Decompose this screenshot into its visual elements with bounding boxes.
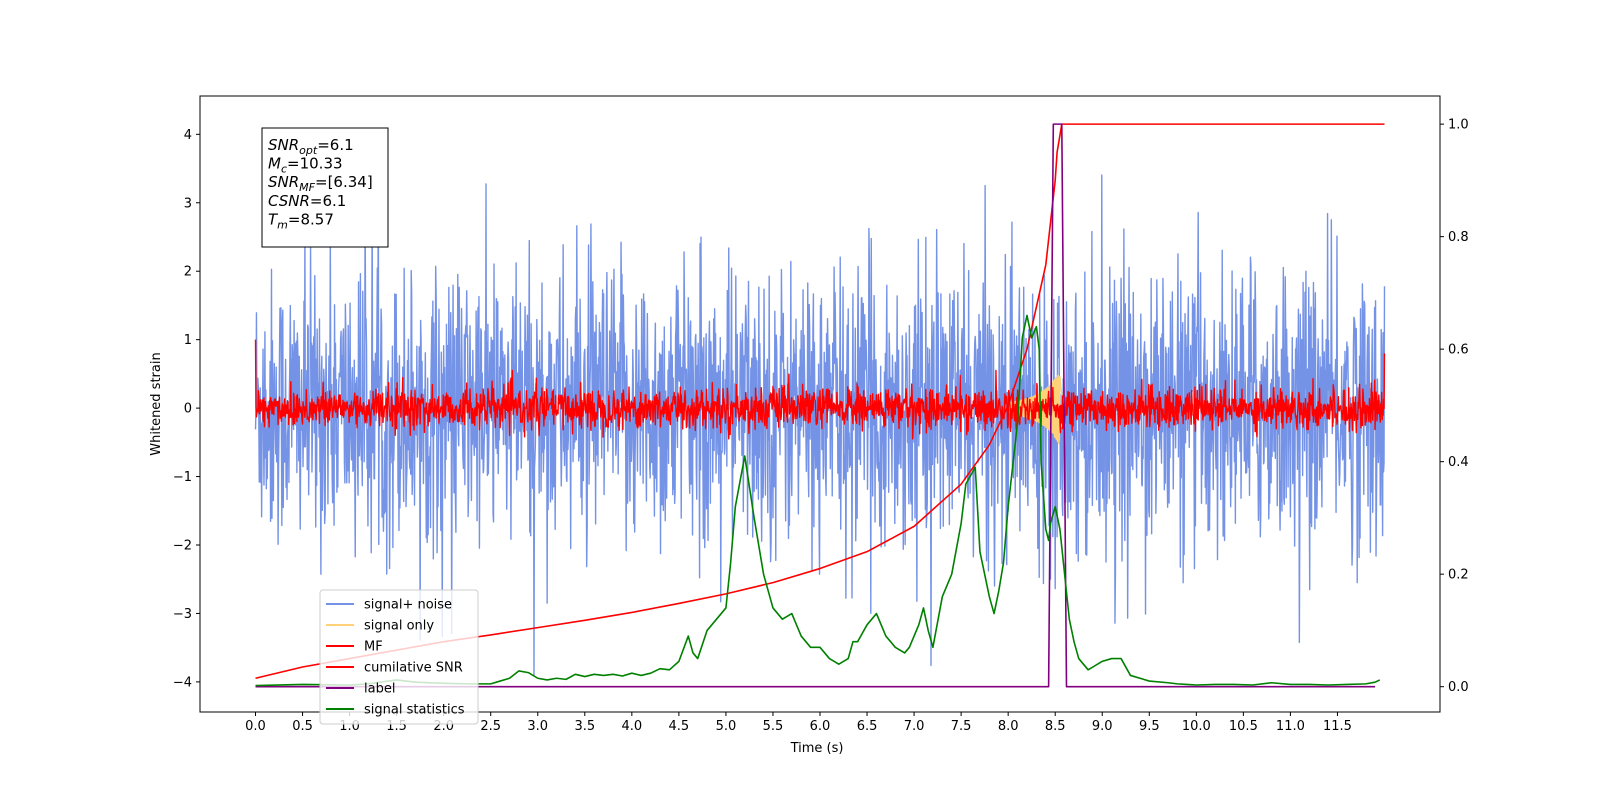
y-right-tick-label: 1.0 bbox=[1448, 118, 1469, 133]
y-left-tick-label: 2 bbox=[184, 265, 192, 280]
x-tick-label: 0.5 bbox=[292, 719, 313, 734]
y-left-tick-label: −3 bbox=[173, 607, 192, 622]
y-right-tick-label: 0.2 bbox=[1448, 568, 1469, 583]
y-left-tick-label: −2 bbox=[173, 538, 192, 553]
info-box-line: SNRMF=[6.34] bbox=[268, 173, 373, 194]
x-tick-label: 10.0 bbox=[1182, 719, 1211, 734]
x-tick-label: 0.0 bbox=[245, 719, 266, 734]
x-axis-label: Time (s) bbox=[790, 741, 844, 756]
info-box-frame bbox=[261, 127, 389, 248]
x-tick-label: 9.5 bbox=[1139, 719, 1160, 734]
x-tick-label: 6.5 bbox=[857, 719, 878, 734]
y-left-tick-label: 4 bbox=[184, 128, 192, 143]
y-right-tick-label: 0.6 bbox=[1448, 343, 1469, 358]
x-tick-label: 2.5 bbox=[480, 719, 501, 734]
legend-label-signal-noise: signal+ noise bbox=[364, 598, 452, 613]
y-axis-label: Whitened strain bbox=[149, 352, 164, 455]
x-tick-label: 5.5 bbox=[763, 719, 784, 734]
y-left-tick-label: 3 bbox=[184, 196, 192, 211]
x-tick-label: 8.0 bbox=[998, 719, 1019, 734]
x-tick-label: 7.5 bbox=[951, 719, 972, 734]
x-tick-label: 6.0 bbox=[810, 719, 831, 734]
info-box: SNRopt=6.1Mc=10.33SNRMF=[6.34]CSNR=6.1Tm… bbox=[261, 127, 389, 248]
info-box-line: SNRopt=6.1 bbox=[268, 136, 354, 157]
legend-label-signal-only: signal only bbox=[364, 619, 434, 634]
x-tick-label: 10.5 bbox=[1229, 719, 1258, 734]
x-tick-label: 9.0 bbox=[1092, 719, 1113, 734]
legend-label-cumilative-snr: cumilative SNR bbox=[364, 661, 463, 676]
y-right-tick-label: 0.8 bbox=[1448, 230, 1469, 245]
legend-label-label: label bbox=[364, 682, 395, 697]
x-tick-label: 3.5 bbox=[574, 719, 595, 734]
info-box-line: Mc=10.33 bbox=[268, 155, 343, 176]
x-tick-label: 7.0 bbox=[904, 719, 925, 734]
series-label-line bbox=[255, 123, 1376, 688]
legend-label-mf: MF bbox=[364, 640, 383, 655]
legend-label-signal-statistics: signal statistics bbox=[364, 703, 465, 718]
y-left-tick-label: 0 bbox=[184, 402, 192, 417]
y-right-tick-label: 0.0 bbox=[1448, 680, 1469, 695]
series-signal-noise-line bbox=[254, 146, 1386, 676]
x-tick-label: 5.0 bbox=[716, 719, 737, 734]
y-right-tick-label: 0.4 bbox=[1448, 455, 1469, 470]
info-box-line: Tm=8.57 bbox=[268, 210, 334, 231]
x-tick-label: 11.0 bbox=[1276, 719, 1305, 734]
info-box-line: CSNR=6.1 bbox=[268, 192, 346, 210]
series-mf-line bbox=[254, 339, 1386, 440]
x-tick-label: 4.0 bbox=[621, 719, 642, 734]
x-tick-label: 11.5 bbox=[1323, 719, 1352, 734]
y-left-tick-label: −4 bbox=[173, 675, 192, 690]
y-left-tick-label: −1 bbox=[173, 470, 192, 485]
x-tick-label: 4.5 bbox=[669, 719, 690, 734]
legend-frame bbox=[319, 589, 479, 725]
series-signal-statistics-line bbox=[255, 314, 1381, 687]
x-tick-label: 8.5 bbox=[1045, 719, 1066, 734]
x-tick-label: 3.0 bbox=[527, 719, 548, 734]
y-left-tick-label: 1 bbox=[184, 333, 192, 348]
legend: signal+ noise signal only MF cumilative SNR… bbox=[319, 589, 479, 725]
